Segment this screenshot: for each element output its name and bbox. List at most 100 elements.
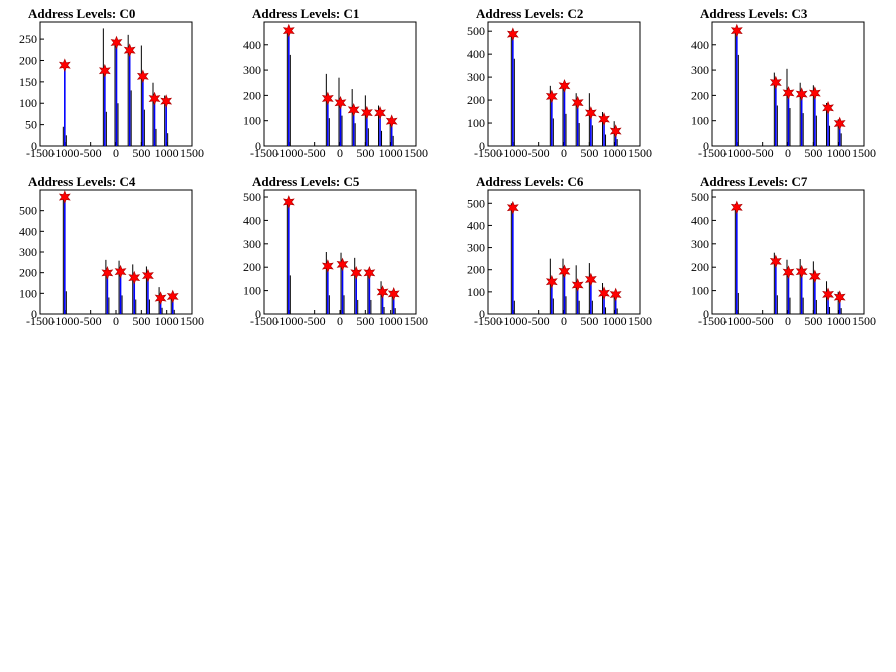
chart-panel: Address Levels: C7 -1500-1000 -500 0 500 1000… (691, 174, 876, 328)
peak-marker (833, 116, 846, 131)
peak-marker (730, 200, 743, 215)
x-tick-label: -1000 (723, 146, 751, 160)
y-tick-label: 400 (243, 38, 261, 52)
y-tick-label: 400 (243, 213, 261, 227)
peak-marker (795, 264, 808, 279)
peak-marker (769, 75, 782, 90)
x-tick-label: 1500 (852, 314, 876, 328)
peak-marker (609, 124, 622, 138)
y-tick-label: 300 (243, 63, 261, 77)
y-tick-label: 0 (703, 307, 709, 321)
x-tick-label: -1000 (51, 146, 79, 160)
x-tick-label: -1500 (250, 314, 278, 328)
chart-title: Address Levels: C7 (700, 174, 808, 189)
x-tick-label: 0 (337, 314, 343, 328)
chart-panel: Address Levels: C0-1500-1000 -500 0 500 1000… (19, 6, 204, 160)
y-tick-label: 50 (25, 118, 37, 132)
peak-marker (321, 91, 334, 106)
peak-marker (833, 290, 846, 304)
chart-title: Address Levels: C5 (252, 174, 360, 189)
y-tick-label: 0 (703, 139, 709, 153)
y-tick-label: 200 (691, 88, 709, 102)
x-tick-label: 500 (356, 314, 374, 328)
peak-marker (376, 285, 389, 299)
x-tick-label: -500 (80, 314, 102, 328)
y-tick-label: 150 (19, 75, 37, 89)
x-tick-label: 500 (804, 146, 822, 160)
y-tick-label: 100 (19, 96, 37, 110)
x-tick-label: -500 (528, 146, 550, 160)
y-tick-label: 0 (31, 139, 37, 153)
peak-marker (58, 58, 71, 73)
chart-panel: Address Levels: C1-1500-1000 -500 0 500 1000… (243, 6, 428, 160)
x-tick-label: 1000 (379, 314, 403, 328)
y-tick-label: 300 (19, 245, 37, 259)
peak-marker (350, 265, 363, 280)
y-tick-label: 500 (467, 196, 485, 210)
peak-marker (98, 63, 111, 78)
x-tick-label: -1500 (474, 314, 502, 328)
y-tick-label: 300 (243, 237, 261, 251)
x-tick-label: 1000 (603, 146, 627, 160)
x-tick-label: 0 (337, 146, 343, 160)
y-tick-label: 200 (467, 93, 485, 107)
x-tick-label: -1000 (723, 314, 751, 328)
x-tick-label: 1500 (180, 146, 204, 160)
peak-marker (114, 264, 127, 279)
peak-marker (136, 69, 149, 84)
peak-marker (545, 89, 558, 104)
x-tick-label: 0 (113, 146, 119, 160)
y-tick-label: 250 (19, 32, 37, 46)
y-tick-label: 200 (19, 53, 37, 67)
y-tick-label: 300 (691, 63, 709, 77)
chart-title: Address Levels: C4 (28, 174, 136, 189)
chart-panel: Address Levels: C2-1500-1000 -500 0 500 1000… (467, 6, 652, 160)
x-tick-label: 500 (804, 314, 822, 328)
peak-marker (101, 266, 114, 280)
peak-marker (584, 106, 597, 120)
x-tick-label: -1000 (275, 146, 303, 160)
chart-panel: Address Levels: C3-1500-1000 -500 0 500 1000… (691, 6, 876, 160)
x-tick-label: 500 (356, 146, 374, 160)
x-tick-label: -500 (752, 314, 774, 328)
x-tick-label: 500 (580, 146, 598, 160)
x-tick-label: -1000 (275, 314, 303, 328)
peak-marker (334, 95, 347, 110)
peak-marker (609, 287, 622, 302)
x-tick-label: -1500 (26, 314, 54, 328)
chart-title: Address Levels: C0 (28, 6, 135, 21)
peak-marker (347, 102, 360, 117)
x-tick-label: 1000 (603, 314, 627, 328)
y-tick-label: 500 (467, 24, 485, 38)
x-tick-label: -1000 (499, 146, 527, 160)
peak-marker (123, 43, 136, 58)
x-tick-label: -500 (304, 314, 326, 328)
peak-marker (160, 94, 173, 108)
x-tick-label: 1000 (155, 146, 179, 160)
y-tick-label: 500 (19, 204, 37, 218)
y-tick-label: 300 (691, 237, 709, 251)
y-tick-label: 400 (19, 224, 37, 238)
x-tick-label: -1500 (698, 146, 726, 160)
chart-title: Address Levels: C6 (476, 174, 584, 189)
x-tick-label: -1000 (499, 314, 527, 328)
x-tick-label: -1500 (698, 314, 726, 328)
x-tick-label: 0 (785, 146, 791, 160)
y-tick-label: 0 (479, 139, 485, 153)
peak-marker (387, 287, 400, 301)
y-tick-label: 200 (243, 260, 261, 274)
x-tick-label: -500 (304, 146, 326, 160)
y-tick-label: 0 (255, 139, 261, 153)
x-tick-label: 1000 (379, 146, 403, 160)
x-tick-label: 1000 (827, 314, 851, 328)
peak-marker (782, 265, 795, 279)
x-tick-label: 1500 (404, 146, 428, 160)
peak-marker (558, 264, 571, 279)
y-tick-label: 100 (691, 114, 709, 128)
y-tick-label: 400 (467, 47, 485, 61)
peak-marker (128, 270, 141, 285)
peak-marker (822, 287, 834, 302)
peak-marker (166, 289, 179, 304)
y-tick-label: 500 (691, 190, 709, 204)
y-tick-label: 200 (243, 88, 261, 102)
